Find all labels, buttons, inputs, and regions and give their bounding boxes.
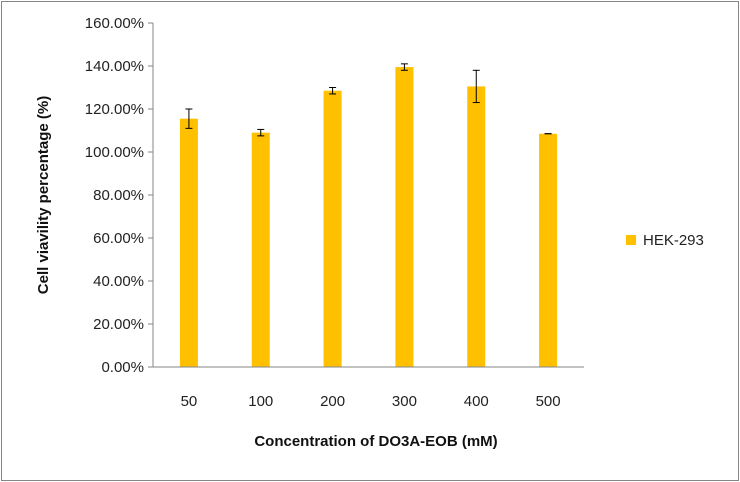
error-bar-400 — [472, 69, 480, 104]
x-tick-label: 50 — [181, 393, 198, 410]
bar-200 — [323, 90, 342, 367]
y-axis-title: Cell viavility percentage (%) — [35, 96, 52, 294]
error-bars — [185, 63, 552, 137]
x-tick-label: 200 — [320, 393, 345, 410]
y-axis-ticks: 0.00% 20.00% 40.00% 60.00% 80.00% 100.00% 120.… — [85, 15, 153, 376]
error-bar-50 — [185, 108, 193, 129]
legend: HEK-293 — [626, 232, 704, 249]
bars — [179, 67, 558, 368]
error-bar-300 — [400, 63, 408, 71]
y-tick-label: 20.00% — [93, 316, 144, 333]
bar-400 — [467, 86, 486, 368]
x-tick-label: 100 — [248, 393, 273, 410]
error-bar-100 — [257, 128, 265, 137]
bar-500 — [539, 133, 558, 367]
x-tick-label: 500 — [536, 393, 561, 410]
bar-300 — [395, 67, 414, 367]
y-tick-label: 100.00% — [85, 144, 144, 161]
legend-swatch — [626, 235, 636, 245]
y-tick-label: 80.00% — [93, 187, 144, 204]
legend-label: HEK-293 — [643, 232, 704, 249]
bar-100 — [251, 132, 270, 367]
x-tick-label: 300 — [392, 393, 417, 410]
error-bar-200 — [329, 87, 337, 95]
y-tick-label: 160.00% — [85, 15, 144, 32]
x-axis-ticks: 50 100 200 300 400 500 — [181, 393, 561, 410]
y-tick-label: 60.00% — [93, 230, 144, 247]
y-tick-label: 120.00% — [85, 101, 144, 118]
x-axis-title: Concentration of DO3A-EOB (mM) — [254, 433, 497, 450]
y-tick-label: 40.00% — [93, 273, 144, 290]
y-tick-label: 140.00% — [85, 58, 144, 75]
x-tick-label: 400 — [464, 393, 489, 410]
y-tick-label: 0.00% — [101, 359, 144, 376]
bar-50 — [179, 118, 198, 367]
